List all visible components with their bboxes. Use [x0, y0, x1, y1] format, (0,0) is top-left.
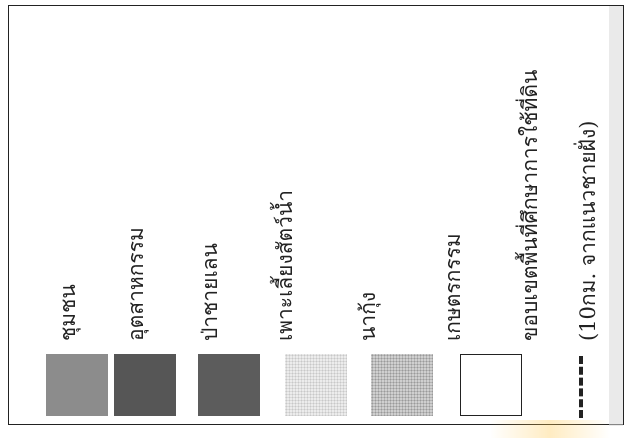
swatch-mangrove: [198, 354, 260, 416]
swatch-shrimp-farm: [371, 354, 433, 416]
swatch-community: [46, 354, 108, 416]
swatch-agriculture: [460, 354, 522, 416]
swatch-aquaculture: [285, 354, 347, 416]
scan-shadow: [609, 6, 623, 426]
watermark: [490, 420, 610, 438]
swatch-study-boundary: [579, 356, 583, 418]
swatch-industry: [114, 354, 176, 416]
legend-panel: ชุมชน อุตสาหกรรม ป่าชายเลน เพาะเลี้ยงสัต…: [8, 5, 624, 426]
